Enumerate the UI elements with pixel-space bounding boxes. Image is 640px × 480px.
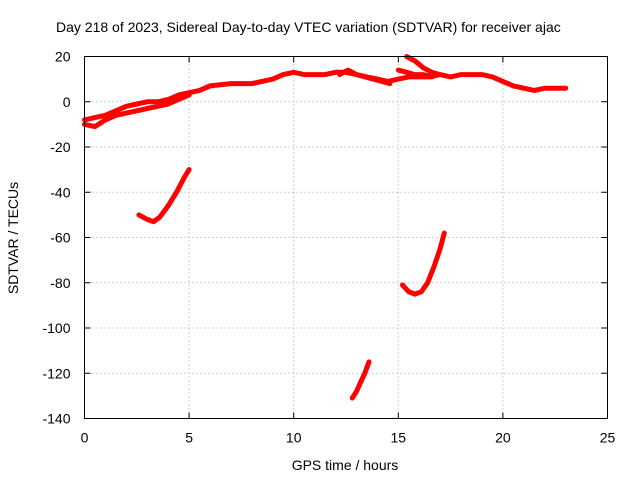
y-tick-label: -80 [50,275,70,291]
series-arc-16h [400,230,447,297]
y-tick-label: -60 [50,230,70,246]
y-tick-label: -40 [50,184,70,200]
y-tick-label: -140 [42,411,70,427]
series-upper-segment-2 [395,67,435,80]
y-tick-label: -20 [50,139,70,155]
series-lower-band [82,92,192,130]
series-arc-5h [136,167,192,225]
y-tick-label: -100 [42,320,70,336]
y-tick-label: -120 [42,365,70,381]
series-layer [82,54,569,401]
series-arc-13h [349,359,372,401]
chart-title: Day 218 of 2023, Sidereal Day-to-day VTE… [56,19,561,35]
x-tick-label: 5 [185,430,193,446]
x-tick-label: 25 [600,430,616,446]
x-tick-label: 15 [391,430,407,446]
x-tick-label: 0 [81,430,89,446]
x-tick-label: 20 [495,430,511,446]
series-upper-segment-3 [404,54,443,78]
series-upper-segment-1 [337,67,393,87]
y-tick-label: 20 [55,49,71,65]
y-axis-label: SDTVAR / TECUs [5,182,21,294]
series-main-track [82,69,569,123]
x-tick-label: 10 [286,430,302,446]
x-axis-label: GPS time / hours [292,457,399,473]
y-tick-label: 0 [63,94,71,110]
grid-layer [84,56,608,419]
tick-layer: 0 5 10 15 20 25 -140 -120 -100 -80 -60 -40 -20 0 20 [42,49,615,446]
